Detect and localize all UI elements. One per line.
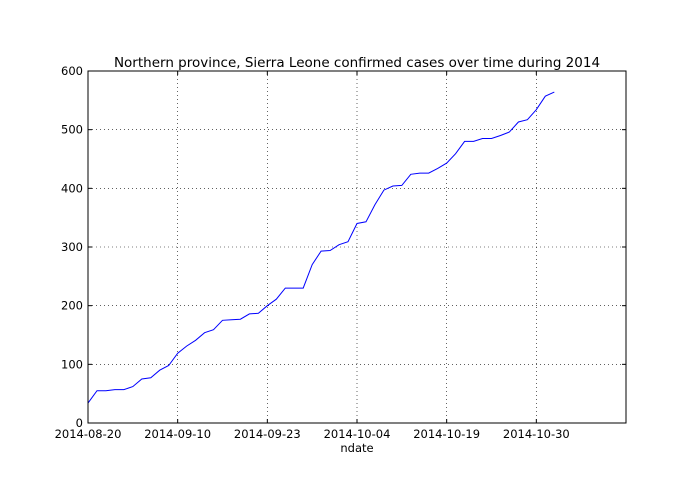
y-tick-label: 600 bbox=[61, 64, 83, 78]
y-tick-label: 300 bbox=[61, 240, 83, 254]
x-axis-label: ndate bbox=[340, 441, 373, 455]
y-tick-label: 500 bbox=[61, 123, 83, 137]
x-axis-ticks: 2014-08-20 2014-09-10 2014-09-23 2014-10-04… bbox=[55, 71, 570, 441]
x-tick-label: 2014-09-23 bbox=[234, 427, 301, 441]
y-tick-label: 100 bbox=[61, 357, 83, 371]
x-tick-label: 2014-10-04 bbox=[324, 427, 391, 441]
x-tick-label: 2014-10-19 bbox=[413, 427, 480, 441]
y-tick-label: 400 bbox=[61, 181, 83, 195]
x-tick-label: 2014-10-30 bbox=[503, 427, 570, 441]
series-line-confirmed-cases bbox=[87, 91, 555, 404]
x-tick-label: 2014-08-20 bbox=[55, 427, 122, 441]
chart-title: Northern province, Sierra Leone confirme… bbox=[114, 55, 600, 71]
x-tick-label: 2014-09-10 bbox=[144, 427, 211, 441]
y-tick-label: 200 bbox=[61, 299, 83, 313]
y-axis-ticks: 0 100 200 300 400 500 600 bbox=[61, 64, 626, 430]
y-tick-label: 0 bbox=[76, 416, 83, 430]
grid-lines bbox=[88, 71, 626, 423]
